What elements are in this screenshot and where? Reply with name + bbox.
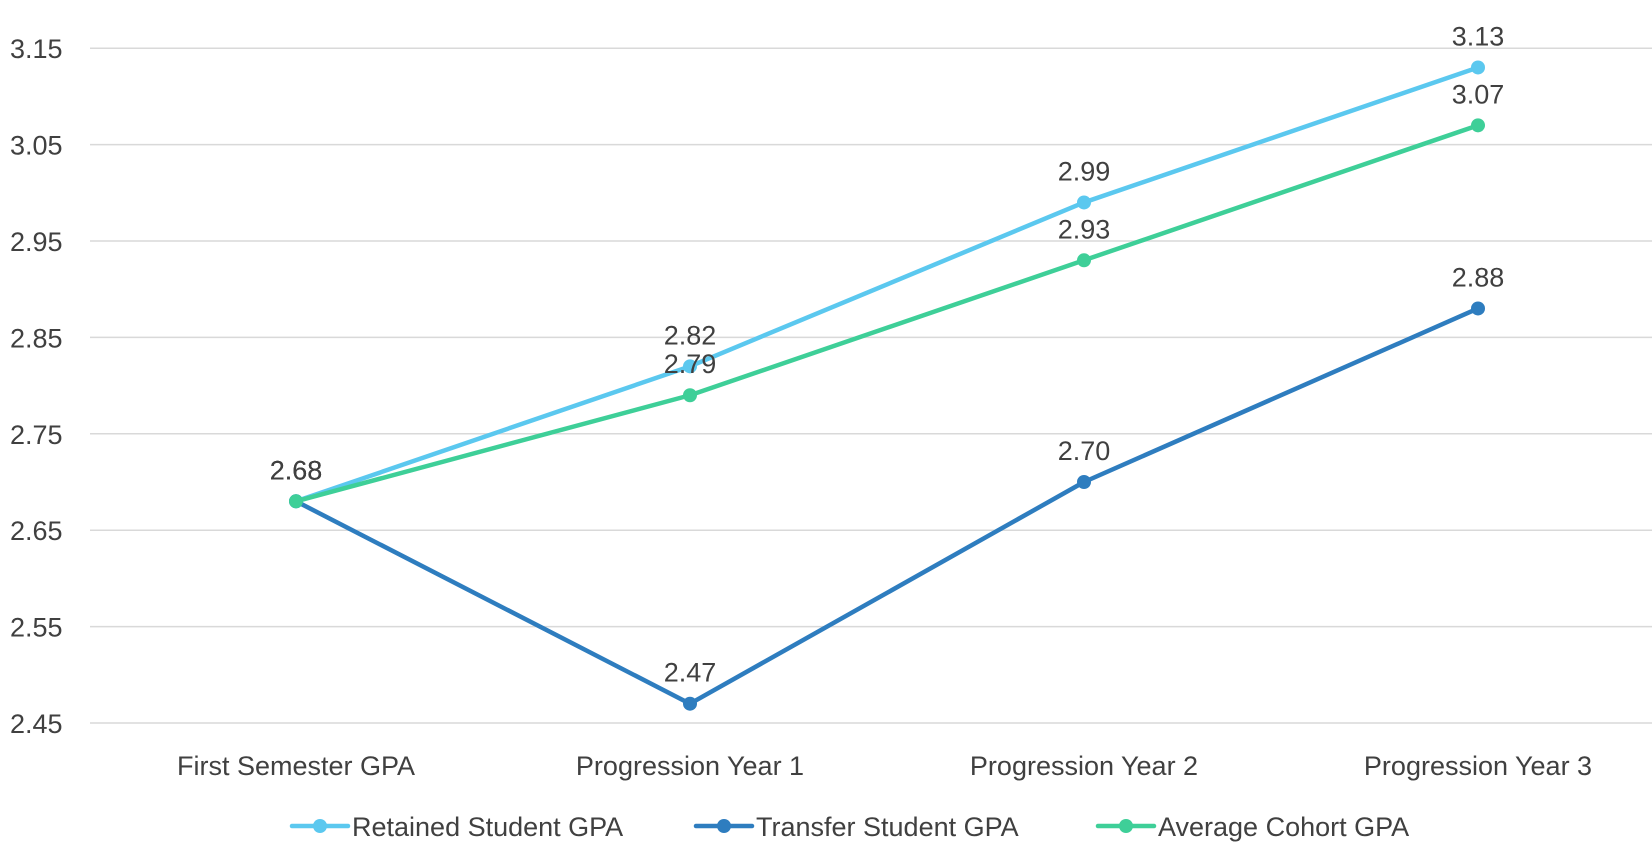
legend: Retained Student GPA Transfer Student GPA… xyxy=(289,812,1409,842)
gridlines xyxy=(90,47,1652,724)
legend-swatch-marker xyxy=(313,819,327,833)
series-lines xyxy=(289,60,1485,711)
data-label: 2.68 xyxy=(270,455,323,485)
y-tick-label: 2.45 xyxy=(10,709,63,739)
data-point-marker xyxy=(289,494,303,509)
data-point-marker xyxy=(1077,253,1091,268)
data-point-marker xyxy=(1077,195,1091,210)
y-axis-tick-labels: 2.45 2.55 2.65 2.75 2.85 2.95 3.05 3.15 xyxy=(10,34,63,739)
x-category-label: Progression Year 3 xyxy=(1364,751,1592,781)
data-point-marker xyxy=(1471,60,1485,75)
data-label: 3.13 xyxy=(1452,21,1505,51)
data-label: 2.79 xyxy=(664,349,717,379)
y-tick-label: 2.55 xyxy=(10,613,63,643)
data-point-marker xyxy=(1077,475,1091,489)
y-tick-label: 2.95 xyxy=(10,227,63,257)
x-category-label: Progression Year 1 xyxy=(576,751,804,781)
data-point-marker xyxy=(683,696,697,711)
data-label: 3.07 xyxy=(1452,79,1505,109)
x-axis-category-labels: First Semester GPA Progression Year 1 Prog… xyxy=(177,751,1592,781)
legend-swatch-marker xyxy=(717,819,731,833)
legend-swatch-marker xyxy=(1119,819,1133,833)
data-label: 2.68 xyxy=(270,455,323,485)
y-tick-label: 3.15 xyxy=(10,34,63,64)
y-tick-label: 2.85 xyxy=(10,323,63,353)
data-point-marker xyxy=(683,359,697,374)
data-label: 2.70 xyxy=(1058,436,1111,466)
data-label: 2.47 xyxy=(664,658,717,688)
series-line xyxy=(293,65,1481,504)
data-label: 2.93 xyxy=(1058,214,1111,244)
series-line xyxy=(293,306,1481,706)
data-point-marker xyxy=(1471,118,1485,133)
series-line xyxy=(293,123,1481,504)
y-tick-label: 2.65 xyxy=(10,516,63,546)
legend-label: Retained Student GPA xyxy=(352,812,623,842)
data-label: 2.68 xyxy=(270,455,323,485)
data-label: 2.82 xyxy=(664,320,717,350)
x-category-label: First Semester GPA xyxy=(177,751,415,781)
legend-label: Average Cohort GPA xyxy=(1158,812,1409,842)
y-tick-label: 3.05 xyxy=(10,131,63,161)
data-point-marker xyxy=(683,388,697,403)
data-labels: 2.682.822.993.132.682.472.702.882.682.79… xyxy=(270,21,1505,687)
data-label: 2.88 xyxy=(1452,262,1505,292)
y-tick-label: 2.75 xyxy=(10,420,63,450)
data-label: 2.99 xyxy=(1058,156,1111,186)
x-category-label: Progression Year 2 xyxy=(970,751,1198,781)
legend-label: Transfer Student GPA xyxy=(756,812,1019,842)
data-point-marker xyxy=(1471,301,1485,316)
